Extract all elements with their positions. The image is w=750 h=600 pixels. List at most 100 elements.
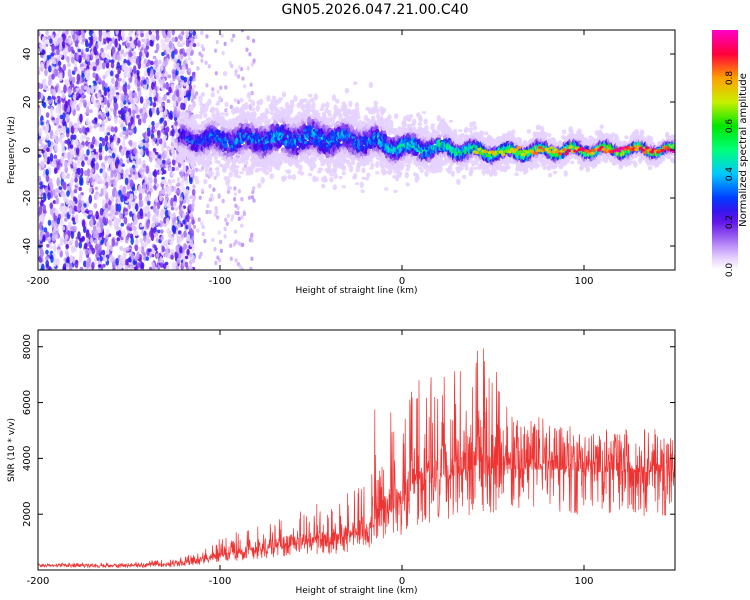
heatmap-cell [361, 167, 366, 174]
heatmap-cell [122, 126, 127, 132]
heatmap-cell [60, 203, 65, 207]
heatmap-cell [110, 126, 115, 133]
heatmap-cell [160, 125, 164, 130]
heatmap-cell [126, 111, 130, 118]
heatmap-cell [45, 168, 49, 176]
heatmap-cell [244, 160, 249, 166]
heatmap-cell [222, 70, 228, 77]
heatmap-cell [53, 259, 57, 267]
heatmap-cell [43, 53, 47, 62]
heatmap-cell [162, 179, 167, 183]
heatmap-cell [150, 30, 155, 33]
heatmap-cell [87, 215, 91, 220]
heatmap-cell [244, 106, 250, 110]
heatmap-cell [226, 213, 231, 218]
heatmap-cell [329, 176, 334, 183]
heatmap-cell [223, 226, 227, 232]
heatmap-cell [77, 231, 81, 240]
heatmap-cell [42, 43, 47, 51]
heatmap-cell [90, 160, 95, 169]
heatmap-cell [211, 237, 215, 243]
heatmap-cell [308, 172, 313, 177]
heatmap-cell [211, 112, 216, 119]
heatmap-cell [341, 171, 346, 176]
heatmap-cell [216, 89, 220, 94]
heatmap-cell [62, 112, 66, 121]
heatmap-cell [56, 248, 61, 254]
heatmap-cell [78, 241, 83, 249]
heatmap-cell [145, 256, 150, 261]
heatmap-cell [237, 216, 241, 221]
heatmap-cell [123, 216, 128, 225]
heatmap-cell [143, 58, 148, 65]
heatmap-cell [42, 78, 47, 83]
heatmap-cell [85, 176, 90, 182]
heatmap-cell [51, 189, 56, 196]
heatmap-cell [86, 136, 90, 142]
heatmap-cell [91, 261, 95, 270]
heatmap-cell [70, 83, 75, 88]
heatmap-cell [42, 136, 46, 141]
heatmap-cell [105, 228, 110, 236]
heatmap-cell [40, 201, 44, 207]
heatmap-cell [165, 36, 170, 43]
heatmap-cell [182, 88, 187, 96]
heatmap-cell [88, 249, 92, 255]
heatmap-cell [189, 51, 193, 57]
heatmap-cell [186, 248, 190, 256]
heatmap-cell [126, 59, 130, 64]
heatmap-cell [138, 192, 143, 202]
heatmap-cell [100, 102, 105, 109]
heatmap-cell [155, 253, 160, 258]
heatmap-cell [184, 150, 189, 155]
heatmap-cell [203, 112, 208, 119]
heatmap-cell [228, 60, 232, 66]
heatmap-cell [65, 251, 70, 258]
heatmap-cell [129, 59, 134, 63]
heatmap-cell [170, 249, 175, 254]
heatmap-cell [135, 105, 139, 115]
heatmap-cell [121, 229, 126, 238]
heatmap-cell [80, 134, 84, 142]
heatmap-cell [221, 198, 225, 204]
heatmap-cell [197, 217, 201, 222]
heatmap-cell [45, 249, 49, 255]
heatmap-cell [312, 162, 317, 169]
heatmap-cell [179, 88, 183, 98]
heatmap-cell [110, 61, 115, 69]
heatmap-cell [171, 94, 176, 102]
heatmap-cell [107, 156, 112, 166]
heatmap-cell [149, 39, 153, 47]
heatmap-cell [217, 193, 221, 198]
heatmap-cell [189, 239, 194, 248]
heatmap-cell [214, 167, 219, 171]
heatmap-cell [42, 101, 47, 109]
heatmap-cell [51, 43, 55, 53]
heatmap-cell [170, 254, 174, 260]
heatmap-cell [109, 107, 114, 112]
heatmap-cell [118, 189, 122, 196]
heatmap-cell [237, 65, 242, 70]
heatmap-cell [62, 125, 67, 134]
heatmap-cell [360, 189, 365, 193]
heatmap-cell [224, 112, 229, 117]
heatmap-cell [93, 258, 98, 265]
heatmap-cell [102, 263, 106, 268]
heatmap-cell [47, 192, 51, 201]
heatmap-cell [151, 81, 155, 91]
heatmap-cell [219, 85, 223, 90]
heatmap-cell [250, 195, 255, 200]
heatmap-cell [168, 86, 172, 94]
heatmap-cell [125, 150, 130, 159]
heatmap-cell [50, 106, 54, 116]
heatmap-cell [88, 194, 93, 204]
heatmap-cell [58, 186, 63, 191]
heatmap-cell [102, 74, 106, 80]
heatmap-cell [40, 248, 44, 258]
heatmap-cell [152, 89, 156, 98]
heatmap-cell [113, 181, 117, 187]
heatmap-cell [74, 216, 79, 224]
heatmap-cell [239, 171, 244, 175]
heatmap-cell [81, 94, 85, 98]
heatmap-cell [116, 159, 120, 165]
